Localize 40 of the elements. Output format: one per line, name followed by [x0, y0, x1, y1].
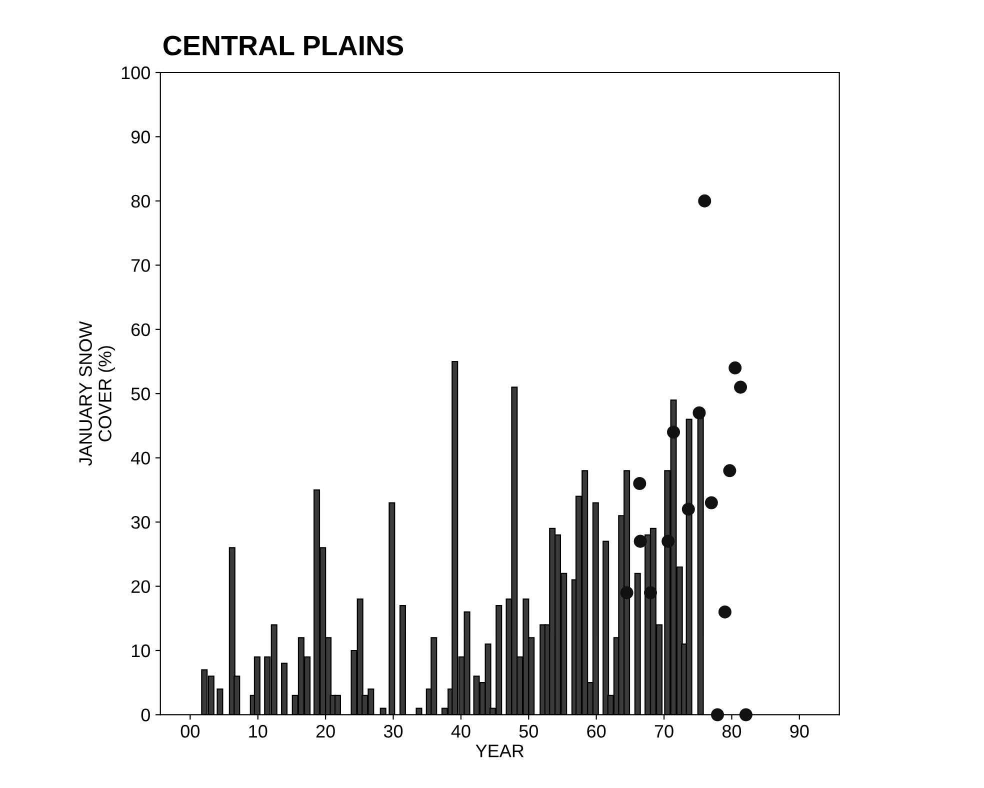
x-tick-label: 70 [654, 724, 674, 738]
y-tick-label: 60 [132, 323, 150, 336]
point [718, 605, 732, 618]
y-tick-label: 100 [122, 66, 150, 80]
y-tick-label: 50 [131, 388, 150, 400]
x-tick-label: 40 [451, 724, 470, 738]
point [734, 380, 748, 394]
point [728, 361, 742, 374]
point [711, 708, 724, 722]
point [667, 426, 680, 439]
x-tick-label: 30 [384, 724, 403, 738]
x-tick-label: 90 [790, 724, 809, 738]
point [634, 534, 647, 548]
chart-title: CENTRAL PLAINS [164, 36, 404, 56]
point [682, 502, 695, 516]
x-tick-label: 80 [722, 724, 742, 738]
point [704, 496, 718, 510]
x-tick-label: 60 [587, 724, 606, 738]
point [698, 194, 712, 208]
y-tick-label: 70 [132, 259, 150, 272]
x-tick-label: 50 [519, 724, 538, 738]
y-tick-label: 80 [131, 194, 150, 208]
point [620, 586, 634, 600]
point [644, 586, 657, 600]
y-axis-title: JANUARY SNOW COVER (%) [79, 321, 115, 466]
x-tick-label: 00 [180, 724, 200, 738]
y-tick-label: 90 [131, 130, 150, 144]
y-tick-label: 10 [132, 644, 150, 658]
point [723, 464, 736, 478]
y-tick-label: 30 [131, 516, 150, 529]
x-tick-label: 10 [249, 724, 268, 738]
y-tick-label: 0 [141, 708, 150, 722]
x-axis-title: YEAR [476, 744, 524, 758]
y-tick-label: 20 [131, 580, 150, 593]
point [739, 708, 752, 722]
point [633, 477, 646, 490]
point [662, 534, 675, 548]
y-tick-label: 40 [131, 452, 150, 465]
x-tick-label: 20 [316, 724, 335, 738]
point [692, 406, 706, 420]
